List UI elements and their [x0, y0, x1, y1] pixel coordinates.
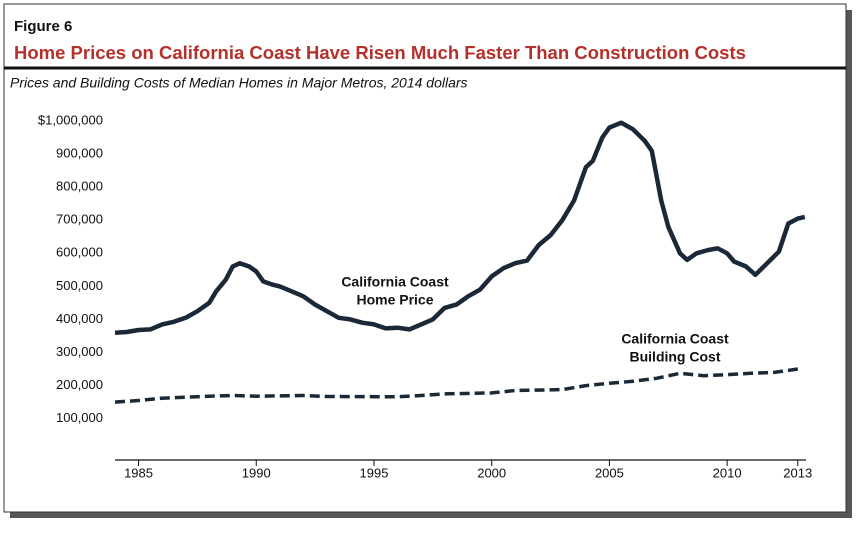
frame [3, 3, 847, 513]
y-tick-label: 400,000 [56, 311, 103, 326]
series-line [114, 367, 799, 404]
y-tick-label: 900,000 [56, 146, 103, 161]
x-tick-label: 1985 [124, 465, 153, 480]
series-label: Home Price [356, 292, 433, 308]
x-tick-label: 2010 [713, 465, 742, 480]
series-label: Building Cost [630, 349, 721, 365]
figure-label: Figure 6 [14, 18, 72, 35]
y-tick-label: $1,000,000 [38, 112, 103, 127]
chart-title: Home Prices on California Coast Have Ris… [14, 42, 746, 63]
series-line [114, 120, 806, 335]
y-tick-label: 500,000 [56, 278, 103, 293]
x-tick-label: 1990 [242, 465, 271, 480]
x-tick-label: 2005 [595, 465, 624, 480]
chart-subtitle: Prices and Building Costs of Median Home… [10, 75, 468, 91]
series-label: California Coast [341, 274, 449, 290]
series-label: California Coast [621, 331, 729, 347]
y-tick-label: 200,000 [56, 377, 103, 392]
y-tick-label: 600,000 [56, 245, 103, 260]
y-tick-label: 800,000 [56, 179, 103, 194]
y-tick-label: 100,000 [56, 410, 103, 425]
x-tick-label: 1995 [360, 465, 389, 480]
x-tick-label: 2000 [477, 465, 506, 480]
y-tick-label: 700,000 [56, 212, 103, 227]
y-tick-label: 300,000 [56, 344, 103, 359]
x-tick-label: 2013 [783, 465, 812, 480]
